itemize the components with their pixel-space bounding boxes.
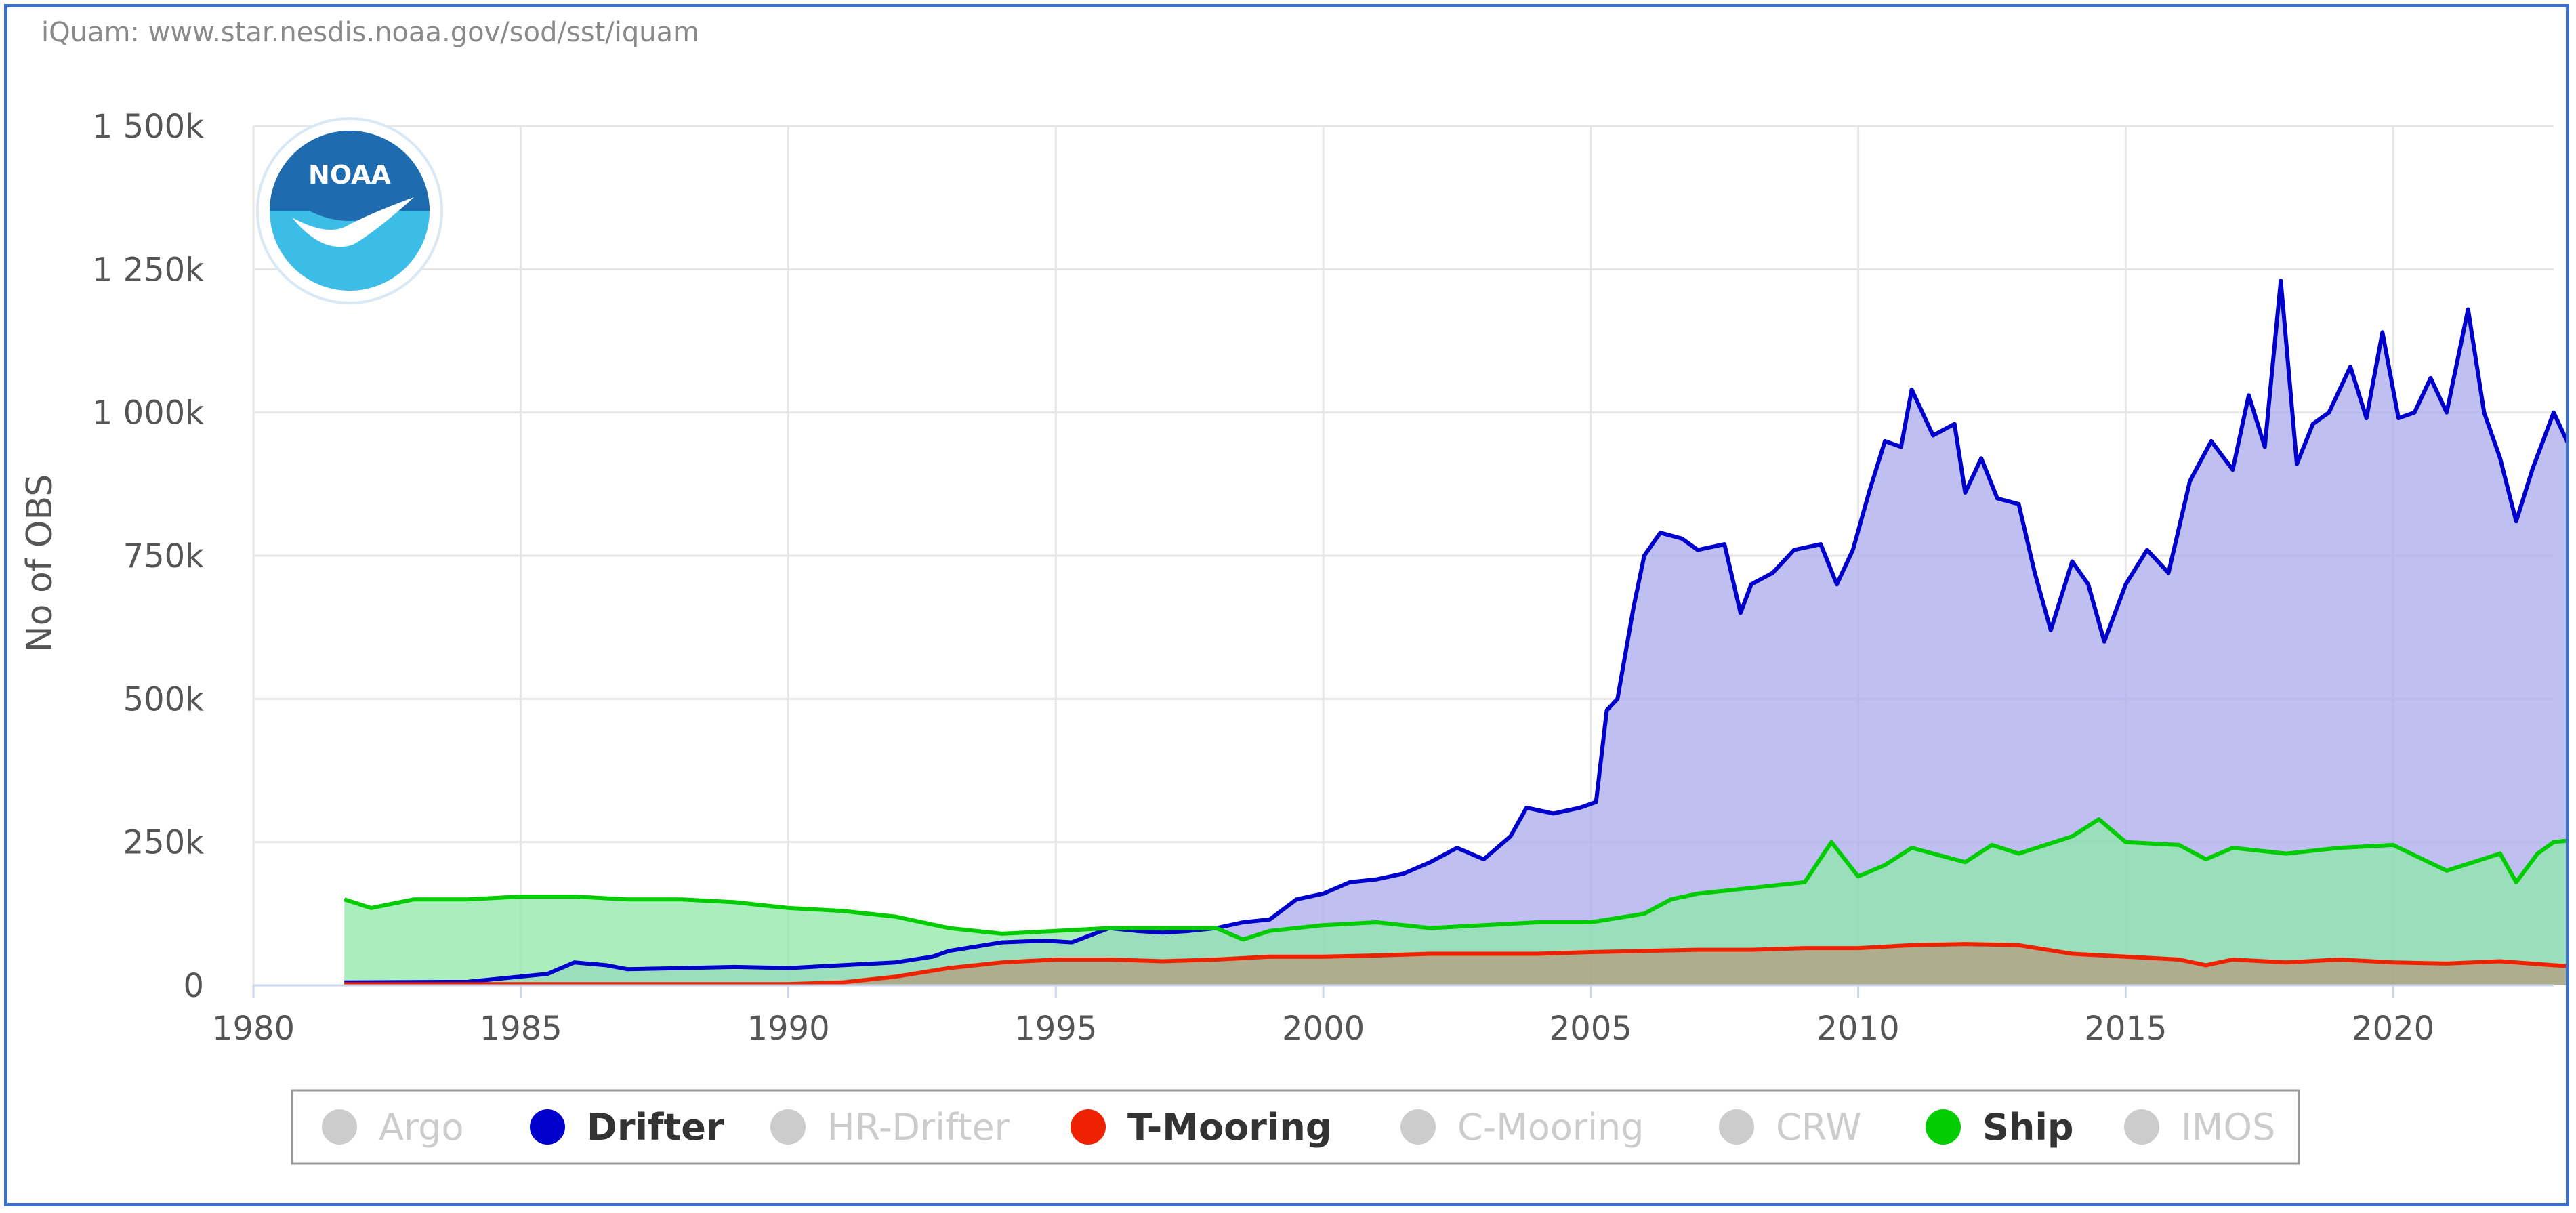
legend-label-hr-drifter: HR-Drifter xyxy=(827,1106,1010,1149)
series-line-t-mooring[interactable] xyxy=(344,942,2566,987)
chart-frame: iQuam: www.star.nesdis.noaa.gov/sod/sst/… xyxy=(4,4,2569,1206)
x-tick-label: 2020 xyxy=(2352,1010,2434,1048)
legend-label-argo: Argo xyxy=(379,1106,464,1149)
x-tick-label: 1990 xyxy=(747,1010,829,1048)
y-tick-label: 0 xyxy=(183,967,204,1005)
y-tick-label: 1 500k xyxy=(92,108,204,146)
legend: Argo Drifter HR-Drifter T-Mooring C-Mooring C… xyxy=(291,1089,2300,1165)
noaa-logo: NOAA xyxy=(256,117,443,304)
x-tick-label: 2005 xyxy=(1550,1010,1632,1048)
x-tick-label: 1980 xyxy=(212,1010,295,1048)
x-tick-label: 2000 xyxy=(1282,1010,1365,1048)
legend-label-crw: CRW xyxy=(1776,1106,1861,1149)
legend-item-imos[interactable]: IMOS xyxy=(2124,1106,2275,1149)
legend-marker-ship xyxy=(1926,1109,1961,1145)
legend-label-t-mooring: T-Mooring xyxy=(1127,1106,1331,1149)
legend-item-ship[interactable]: Ship xyxy=(1926,1106,2074,1149)
y-tick-label: 750k xyxy=(123,537,205,575)
series-areas xyxy=(344,281,2566,985)
legend-item-argo[interactable]: Argo xyxy=(322,1106,464,1149)
axes xyxy=(252,984,2554,998)
legend-marker-crw xyxy=(1719,1109,1754,1145)
y-tick-label: 500k xyxy=(123,680,205,718)
x-tick-label: 1985 xyxy=(480,1010,562,1048)
y-tick-label: 1 250k xyxy=(92,251,204,289)
chart: iQuam: www.star.nesdis.noaa.gov/sod/sst/… xyxy=(20,17,2566,1165)
y-tick-label: 250k xyxy=(123,824,205,862)
legend-item-t-mooring[interactable]: T-Mooring xyxy=(1071,1106,1331,1149)
legend-item-drifter[interactable]: Drifter xyxy=(530,1106,724,1149)
series-area-t-mooring xyxy=(344,944,2566,985)
logo-text: NOAA xyxy=(308,160,391,190)
legend-item-hr-drifter[interactable]: HR-Drifter xyxy=(770,1106,1010,1149)
legend-label-drifter: Drifter xyxy=(587,1106,724,1149)
legend-marker-drifter xyxy=(530,1109,565,1145)
series-area-drifter xyxy=(344,281,2566,985)
credit-text[interactable]: iQuam: www.star.nesdis.noaa.gov/sod/sst/… xyxy=(41,17,699,48)
y-tick-label: 1 000k xyxy=(92,394,204,432)
series-lines xyxy=(344,279,2566,987)
y-axis-title: No of OBS xyxy=(20,474,60,653)
legend-marker-t-mooring xyxy=(1071,1109,1106,1145)
legend-marker-c-mooring xyxy=(1400,1109,1436,1145)
legend-marker-imos xyxy=(2124,1109,2159,1145)
legend-marker-argo xyxy=(322,1109,357,1145)
series-line-ship[interactable] xyxy=(344,813,2566,942)
legend-label-ship: Ship xyxy=(1982,1106,2074,1149)
x-tick-label: 2015 xyxy=(2084,1010,2167,1048)
legend-label-c-mooring: C-Mooring xyxy=(1457,1106,1644,1149)
y-tick-labels: 0 250k 500k 750k 1 000k 1 250k 1 500k xyxy=(92,108,204,1005)
legend-item-crw[interactable]: CRW xyxy=(1719,1106,1861,1149)
x-tick-label: 2010 xyxy=(1817,1010,1900,1048)
legend-item-c-mooring[interactable]: C-Mooring xyxy=(1400,1106,1644,1149)
x-tick-labels: 1980 1985 1990 1995 2000 2005 2010 2015 2020 xyxy=(212,1010,2434,1048)
legend-marker-hr-drifter xyxy=(770,1109,806,1145)
x-tick-label: 1995 xyxy=(1014,1010,1097,1048)
legend-label-imos: IMOS xyxy=(2181,1106,2275,1149)
